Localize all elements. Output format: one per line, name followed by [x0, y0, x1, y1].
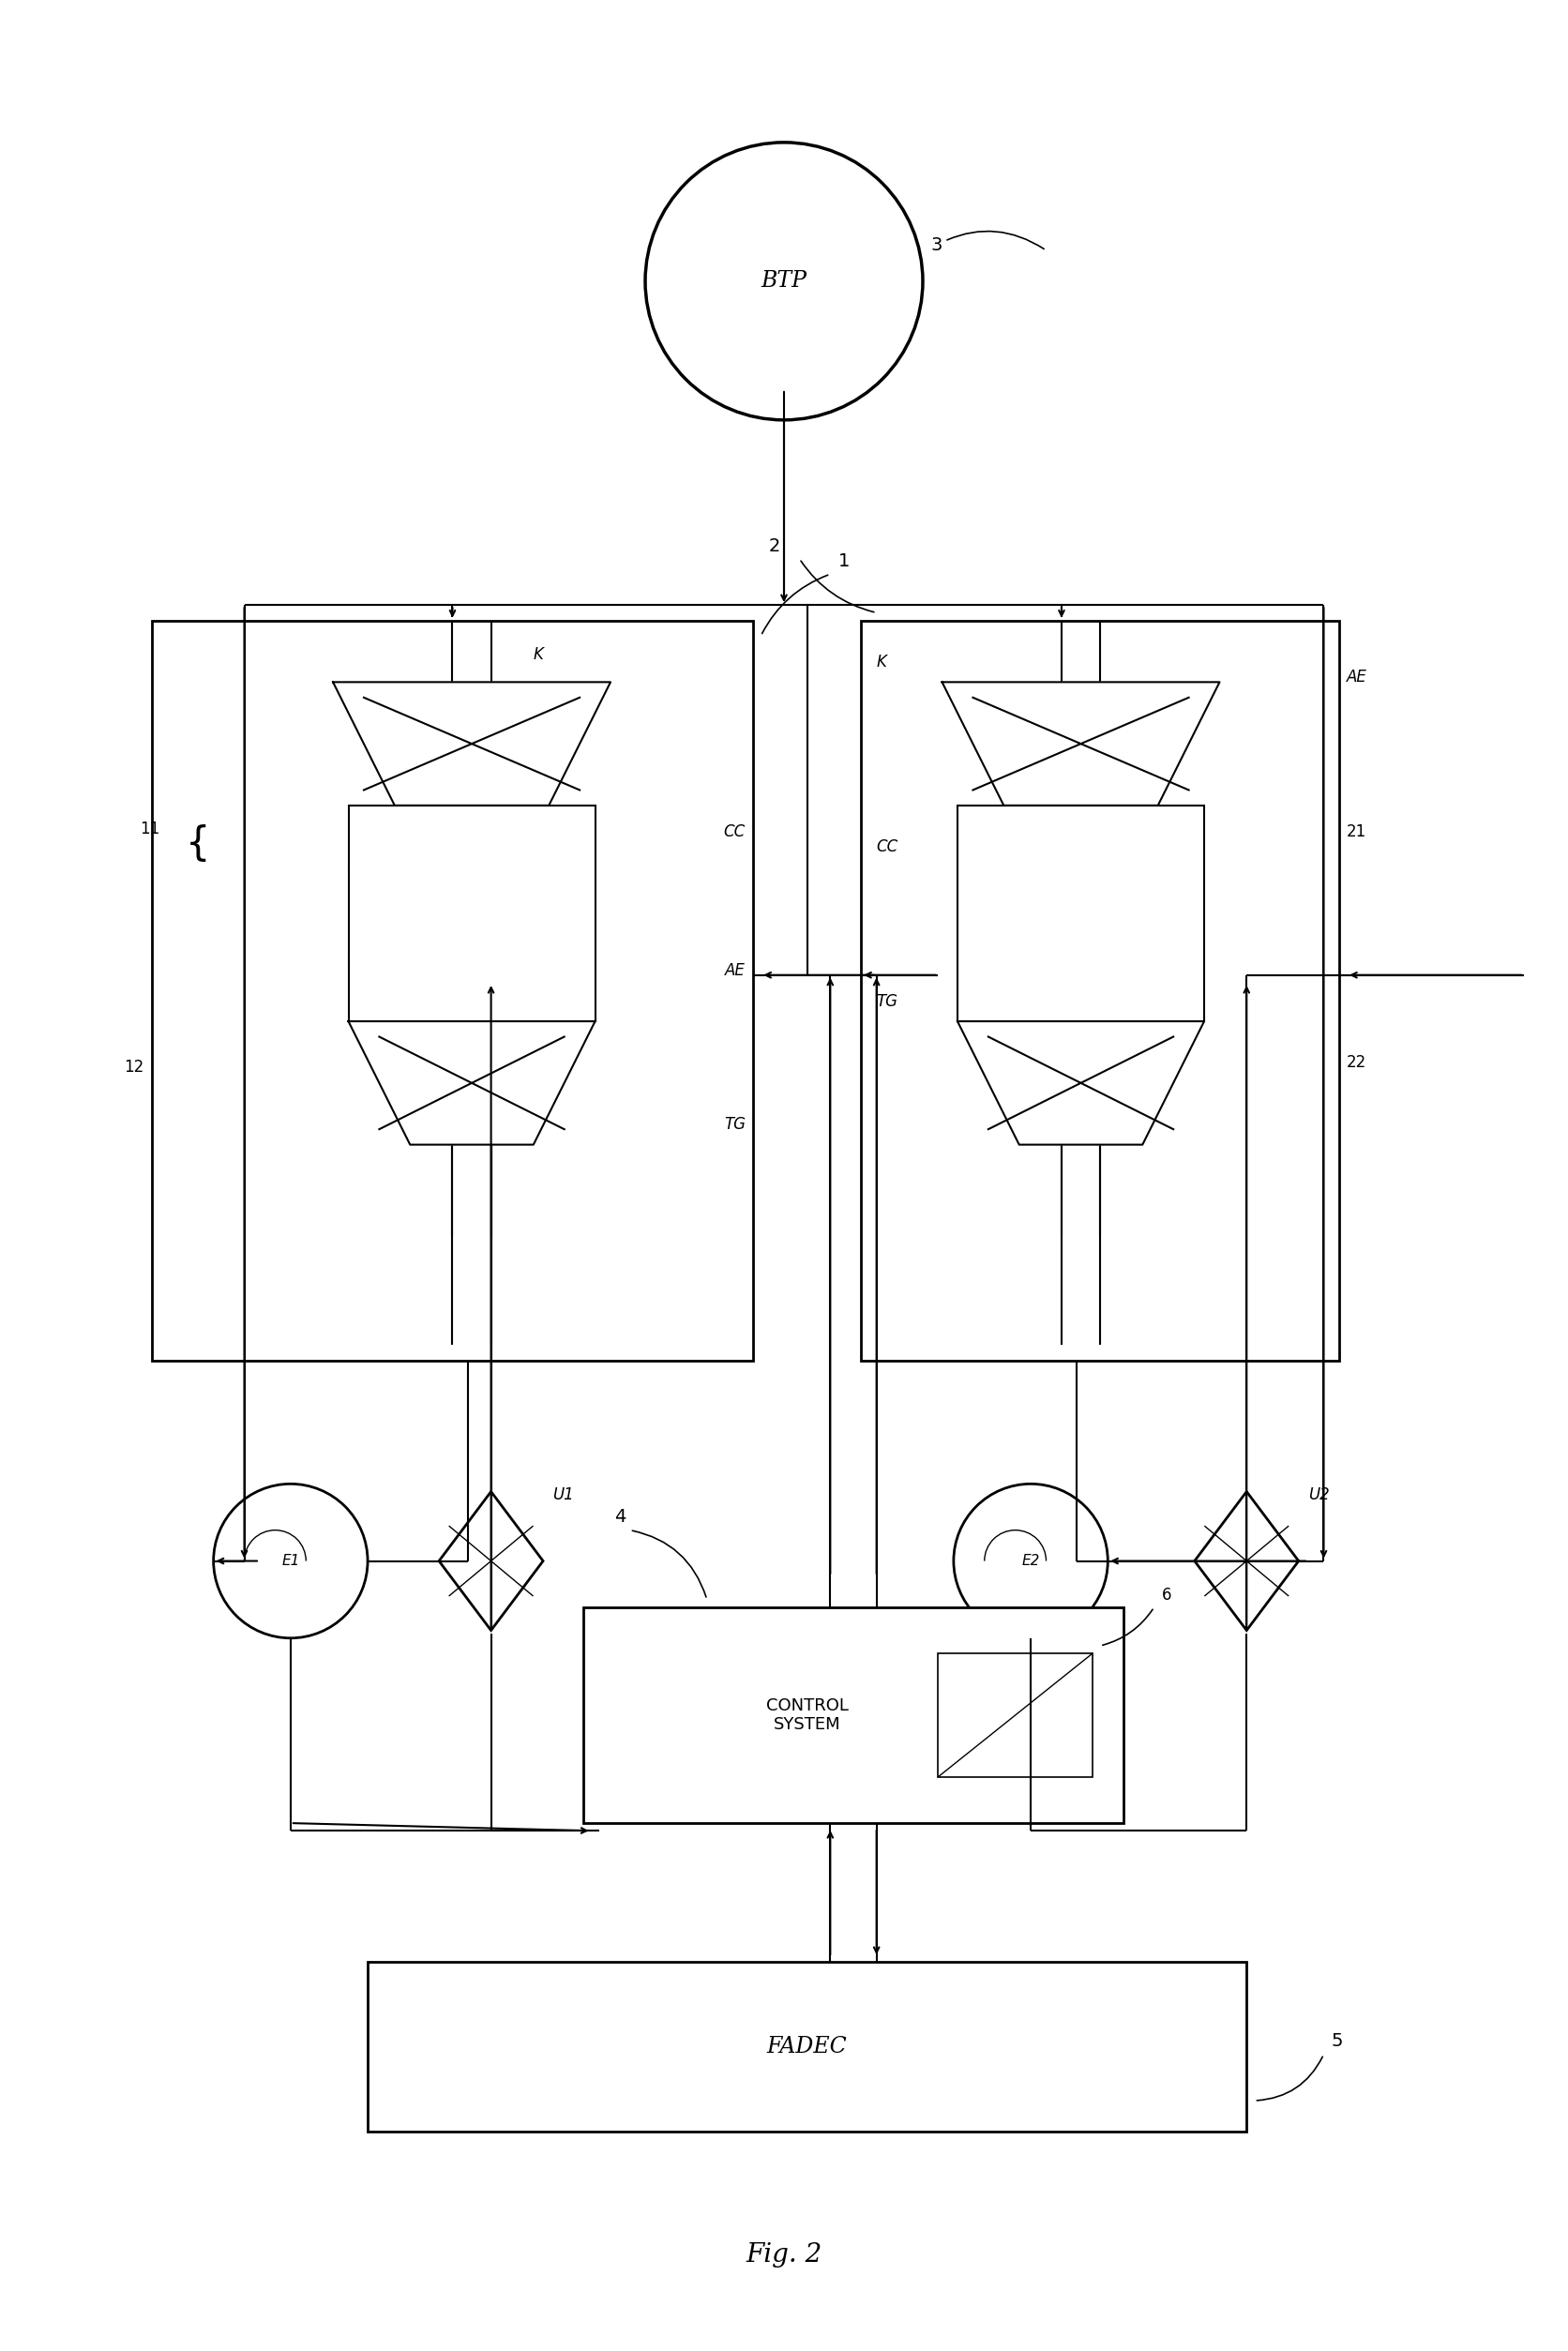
Text: CONTROL
SYSTEM: CONTROL SYSTEM: [765, 1697, 848, 1733]
Text: FADEC: FADEC: [767, 2036, 847, 2057]
Text: 12: 12: [124, 1060, 144, 1077]
Text: U2: U2: [1308, 1486, 1330, 1502]
Text: K: K: [533, 647, 544, 663]
Text: 1: 1: [837, 552, 850, 571]
Text: Fig. 2: Fig. 2: [746, 2243, 822, 2266]
Polygon shape: [942, 682, 1220, 806]
Text: 5: 5: [1331, 2034, 1344, 2050]
Bar: [958, 806, 1204, 1020]
Polygon shape: [958, 1020, 1204, 1145]
Bar: [583, 1608, 1123, 1822]
Bar: [152, 621, 753, 1361]
Text: 22: 22: [1347, 1056, 1367, 1072]
Text: BTP: BTP: [760, 270, 808, 292]
Text: 6: 6: [1162, 1587, 1171, 1603]
Text: 4: 4: [615, 1509, 626, 1526]
Text: TG: TG: [724, 1117, 745, 1133]
Text: TG: TG: [877, 992, 898, 1009]
Bar: [367, 1961, 1247, 2132]
Text: {: {: [185, 825, 210, 863]
Polygon shape: [348, 1020, 596, 1145]
Text: 2: 2: [768, 536, 781, 555]
Text: K: K: [877, 654, 887, 670]
Text: 21: 21: [1347, 823, 1367, 839]
Text: AE: AE: [724, 962, 745, 978]
Bar: [861, 621, 1339, 1361]
Text: E2: E2: [1022, 1554, 1040, 1568]
Bar: [348, 806, 596, 1020]
Polygon shape: [332, 682, 610, 806]
Text: U1: U1: [552, 1486, 574, 1502]
Text: AE: AE: [1347, 670, 1367, 686]
Text: 11: 11: [140, 820, 160, 837]
Text: CC: CC: [724, 823, 745, 839]
Text: E1: E1: [282, 1554, 299, 1568]
Bar: [938, 1653, 1093, 1777]
Text: CC: CC: [877, 839, 898, 856]
Text: 3: 3: [930, 230, 1044, 254]
